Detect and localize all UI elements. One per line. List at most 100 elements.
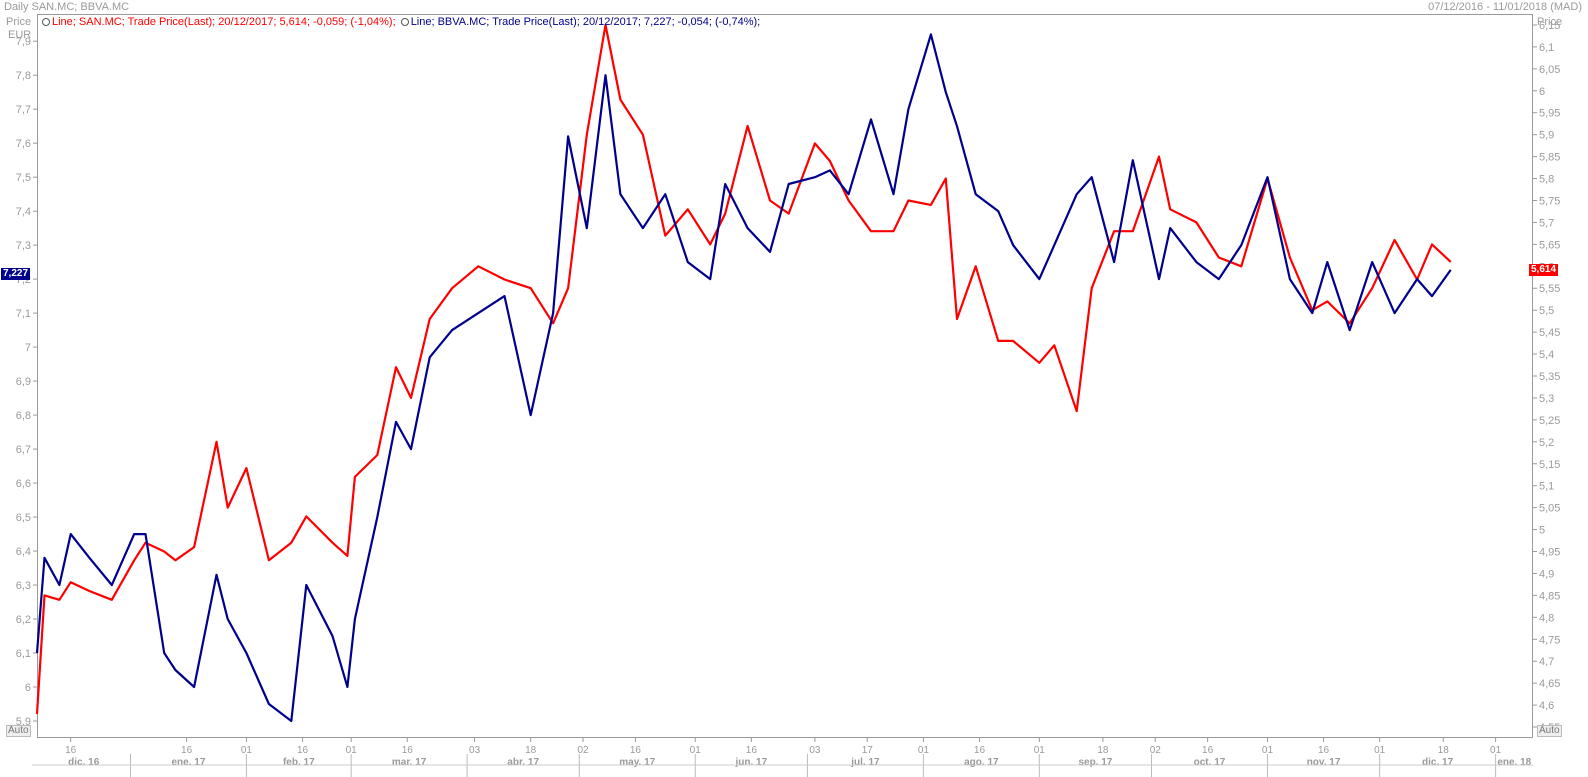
legend-entry-san[interactable]: Line; SAN.MC; Trade Price(Last); 20/12/2… bbox=[42, 16, 396, 28]
plot-area[interactable] bbox=[37, 14, 1533, 738]
x-axis-month-label: abr. 17 bbox=[507, 757, 539, 768]
x-axis-month-label: jul. 17 bbox=[850, 757, 880, 768]
series-line-san-mc bbox=[35, 23, 1452, 714]
right-axis-tick-label: 6 bbox=[1539, 86, 1545, 98]
x-axis-tick-label: 18 bbox=[525, 745, 537, 756]
x-axis-month-label: dic. 17 bbox=[1422, 757, 1454, 768]
left-axis-tick-label: 6,2 bbox=[16, 614, 31, 626]
right-axis-tick-label: 6,05 bbox=[1539, 64, 1560, 76]
x-axis-month-label: ene. 18 bbox=[1497, 757, 1531, 768]
right-axis-tick-label: 5,15 bbox=[1539, 459, 1560, 471]
right-axis-tick-label: 5,8 bbox=[1539, 174, 1554, 186]
clock-icon bbox=[400, 18, 409, 26]
x-axis-tick-label: 16 bbox=[746, 745, 758, 756]
x-axis-tick-label: 16 bbox=[402, 745, 414, 756]
left-axis-tick-label: 6,3 bbox=[16, 580, 31, 592]
x-axis-tick-label: 01 bbox=[1262, 745, 1274, 756]
series-line-bbva-mc bbox=[35, 33, 1452, 723]
left-axis-tick-label: 6,7 bbox=[16, 444, 31, 456]
x-axis-month-label: feb. 17 bbox=[283, 757, 315, 768]
right-axis-tick-label: 4,8 bbox=[1539, 612, 1554, 624]
x-axis-tick-label: 01 bbox=[1034, 745, 1046, 756]
right-axis-tick-label: 5,4 bbox=[1539, 349, 1554, 361]
right-axis-tick-label: 4,95 bbox=[1539, 547, 1560, 559]
right-axis-tick-label: 5,2 bbox=[1539, 437, 1554, 449]
legend-label-bbva: Line; BBVA.MC; Trade Price(Last); 20/12/… bbox=[410, 16, 761, 28]
x-axis-tick-label: 03 bbox=[809, 745, 821, 756]
x-axis-tick-label: 02 bbox=[1150, 745, 1162, 756]
left-axis-tick-label: 7 bbox=[25, 342, 31, 354]
x-axis-tick-label: 16 bbox=[65, 745, 77, 756]
right-axis-tick-label: 5,75 bbox=[1539, 195, 1560, 207]
left-axis-tick-label: 6,4 bbox=[16, 546, 31, 558]
x-axis-tick-label: 03 bbox=[469, 745, 481, 756]
last-value-san: 5,614 bbox=[1529, 264, 1559, 276]
right-axis-tick-label: 6,1 bbox=[1539, 42, 1554, 54]
x-axis-tick-label: 16 bbox=[297, 745, 309, 756]
right-axis-tick-label: 5,35 bbox=[1539, 371, 1560, 383]
right-axis-tick-label: 5,3 bbox=[1539, 393, 1554, 405]
right-axis-tick-label: 5,95 bbox=[1539, 108, 1560, 120]
x-axis-month-label: may. 17 bbox=[619, 757, 655, 768]
x-axis-month-label: jun. 17 bbox=[734, 757, 767, 768]
x-axis-tick-label: 01 bbox=[346, 745, 358, 756]
left-axis-unit: EUR bbox=[8, 29, 32, 41]
left-axis-tick-label: 6,1 bbox=[16, 648, 31, 660]
left-axis-tick-label: 6,8 bbox=[16, 410, 31, 422]
left-axis-tick-label: 7,8 bbox=[16, 70, 31, 82]
left-auto-button[interactable]: Auto bbox=[6, 725, 31, 737]
left-axis-tick-label: 6 bbox=[25, 682, 31, 694]
left-axis-tick-label: 6,9 bbox=[16, 376, 31, 388]
chart-title: Daily SAN.MC; BBVA.MC bbox=[4, 1, 130, 13]
x-axis-tick-label: 16 bbox=[181, 745, 193, 756]
x-axis-tick-label: 16 bbox=[630, 745, 642, 756]
x-axis-tick-label: 18 bbox=[1097, 745, 1109, 756]
right-axis-tick-label: 5,7 bbox=[1539, 217, 1554, 229]
x-axis-tick-label: 01 bbox=[241, 745, 253, 756]
x-axis-tick-label: 01 bbox=[690, 745, 702, 756]
right-axis-tick-label: 4,6 bbox=[1539, 700, 1554, 712]
right-axis-tick-label: 4,9 bbox=[1539, 568, 1554, 580]
x-axis-tick-label: 17 bbox=[862, 745, 874, 756]
x-axis-month-label: nov. 17 bbox=[1307, 757, 1341, 768]
x-axis-month-label: sep. 17 bbox=[1078, 757, 1112, 768]
right-axis-tick-label: 5,55 bbox=[1539, 283, 1560, 295]
right-axis-tick-label: 5,05 bbox=[1539, 503, 1560, 515]
right-axis-label: Price bbox=[1537, 16, 1563, 28]
right-auto-button[interactable]: Auto bbox=[1537, 725, 1562, 737]
right-axis-tick-label: 4,7 bbox=[1539, 656, 1554, 668]
left-axis-tick-label: 7,4 bbox=[16, 206, 31, 218]
right-axis-tick-label: 5,9 bbox=[1539, 130, 1554, 142]
right-axis-tick-label: 4,75 bbox=[1539, 634, 1560, 646]
x-axis-tick-label: 02 bbox=[577, 745, 589, 756]
left-axis-label: Price bbox=[6, 16, 32, 28]
right-axis-tick-label: 4,85 bbox=[1539, 590, 1560, 602]
x-axis-tick-label: 16 bbox=[1318, 745, 1330, 756]
right-axis-tick-label: 5,65 bbox=[1539, 239, 1560, 251]
x-axis-month-label: ene. 17 bbox=[172, 757, 206, 768]
x-axis-month-label: oct. 17 bbox=[1194, 757, 1226, 768]
right-axis-tick-label: 5,85 bbox=[1539, 152, 1560, 164]
x-axis-tick-label: 18 bbox=[1438, 745, 1450, 756]
x-axis-tick-label: 16 bbox=[1202, 745, 1214, 756]
legend-entry-bbva[interactable]: Line; BBVA.MC; Trade Price(Last); 20/12/… bbox=[400, 16, 761, 28]
right-axis-tick-label: 5,25 bbox=[1539, 415, 1560, 427]
left-axis-tick-label: 7,3 bbox=[16, 240, 31, 252]
right-axis-tick-label: 5 bbox=[1539, 525, 1545, 537]
right-axis-tick-label: 5,1 bbox=[1539, 481, 1554, 493]
date-range: 07/12/2016 - 11/01/2018 (MAD) bbox=[1428, 1, 1582, 13]
x-axis-month-label: mar. 17 bbox=[392, 757, 427, 768]
left-axis-tick-label: 7,5 bbox=[16, 172, 31, 184]
clock-icon bbox=[42, 18, 50, 26]
right-axis-tick-label: 5,5 bbox=[1539, 305, 1554, 317]
left-axis-tick-label: 6,5 bbox=[16, 512, 31, 524]
x-axis-tick-label: 01 bbox=[918, 745, 930, 756]
left-axis-tick-label: 7,6 bbox=[16, 138, 31, 150]
last-value-bbva: 7,227 bbox=[1, 268, 31, 280]
right-axis-tick-label: 5,45 bbox=[1539, 327, 1560, 339]
x-axis-tick-label: 01 bbox=[1374, 745, 1386, 756]
legend: Line; SAN.MC; Trade Price(Last); 20/12/2… bbox=[42, 16, 762, 28]
right-axis-tick-label: 4,65 bbox=[1539, 678, 1560, 690]
x-axis-tick-label: 16 bbox=[974, 745, 986, 756]
